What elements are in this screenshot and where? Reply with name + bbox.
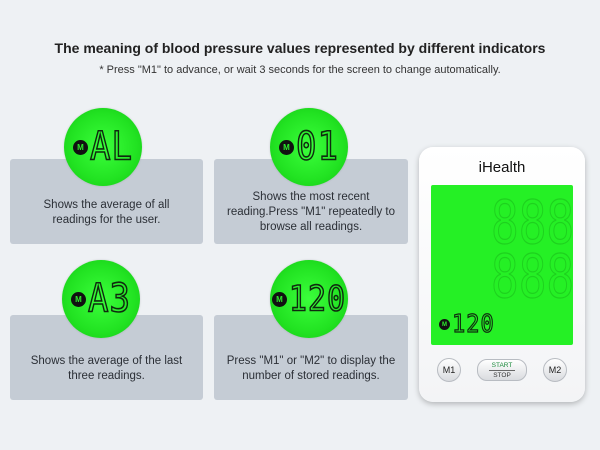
memory-m-icon: M bbox=[279, 139, 295, 155]
page-subtitle: * Press "M1" to advance, or wait 3 secon… bbox=[99, 64, 501, 76]
m2-button-label: M2 bbox=[548, 365, 562, 375]
lcd-badge-recent-reading: M 01 bbox=[270, 108, 348, 186]
lcd-ghost-segments-top: 888 bbox=[490, 186, 573, 258]
lcd-ghost-segments-bottom: 888 bbox=[490, 240, 573, 312]
memory-m-icon: M bbox=[71, 291, 87, 307]
lcd-display-text: AL bbox=[89, 123, 133, 171]
card-description: Press "M1" or "M2" to display the number… bbox=[226, 354, 396, 382]
memory-m-icon: M bbox=[271, 291, 287, 307]
lcd-badge-stored-count: M 120 bbox=[270, 260, 348, 338]
start-label: START bbox=[491, 361, 513, 369]
lcd-badge-average-all: M AL bbox=[64, 108, 142, 186]
m1-button-label: M1 bbox=[442, 365, 456, 375]
device-lcd-screen: 888 888 M 120 bbox=[431, 185, 573, 345]
brand-logo: iHealth bbox=[478, 159, 526, 176]
stop-label: STOP bbox=[493, 371, 511, 379]
start-stop-divider bbox=[489, 369, 515, 371]
m2-button[interactable]: M2 bbox=[543, 358, 567, 382]
blood-pressure-monitor: iHealth 888 888 M 120 M1 START STOP M2 bbox=[419, 147, 585, 402]
m1-button[interactable]: M1 bbox=[437, 358, 461, 382]
device-screen-value: 120 bbox=[451, 309, 495, 339]
device-screen-reading: M 120 bbox=[439, 309, 495, 340]
memory-m-icon: M bbox=[439, 319, 450, 330]
lcd-display-text: A3 bbox=[87, 275, 131, 323]
page-title: The meaning of blood pressure values rep… bbox=[54, 40, 546, 56]
lcd-display-text: 01 bbox=[295, 123, 339, 171]
memory-m-icon: M bbox=[73, 139, 89, 155]
info-card-recent-reading: Shows the most recent reading.Press "M1"… bbox=[214, 159, 408, 244]
start-stop-button[interactable]: START STOP bbox=[477, 359, 527, 381]
lcd-display-text: 120 bbox=[288, 278, 347, 320]
card-description: Shows the average of the last three read… bbox=[30, 354, 183, 382]
card-description: Shows the average of all readings for th… bbox=[43, 198, 170, 226]
lcd-badge-average-three: M A3 bbox=[62, 260, 140, 338]
card-description: Shows the most recent reading.Press "M1"… bbox=[227, 191, 395, 233]
